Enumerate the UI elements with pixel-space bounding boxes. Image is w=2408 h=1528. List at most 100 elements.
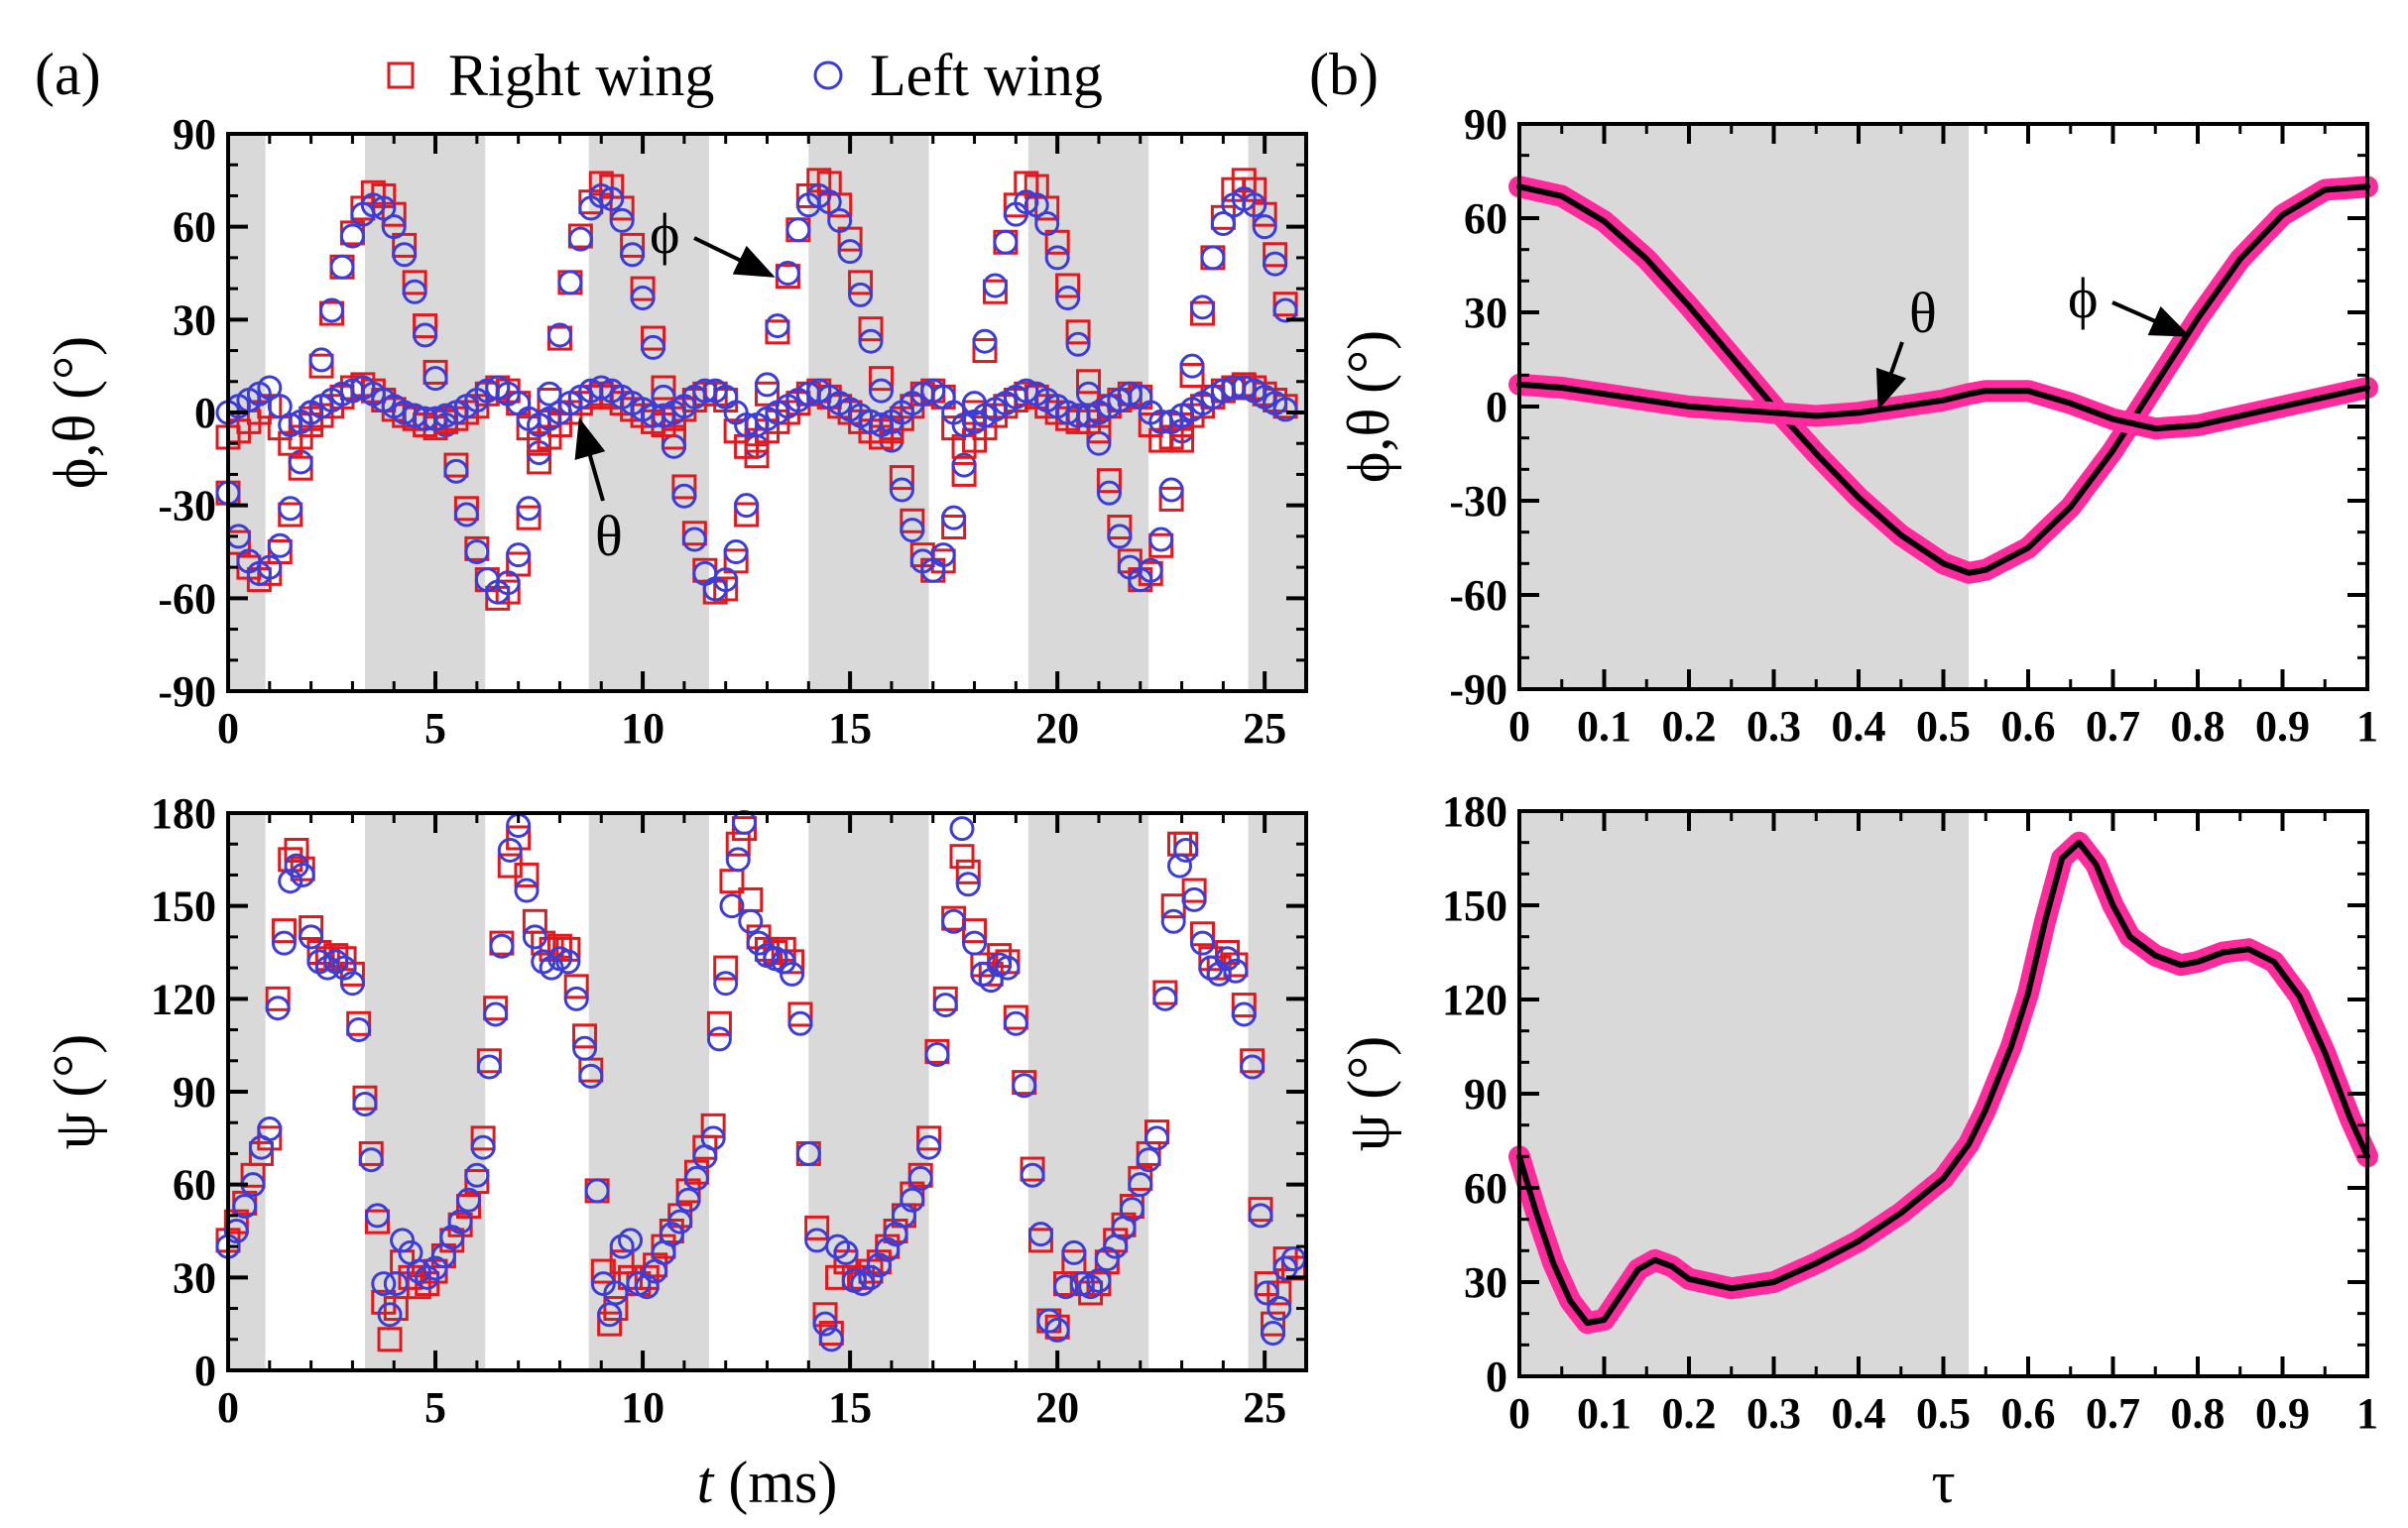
data-point-left-wing — [734, 493, 760, 519]
data-point-left-wing — [641, 334, 666, 360]
data-point-left-wing — [443, 458, 469, 484]
data-point-right-wing — [358, 1140, 384, 1166]
x-axis-label: τ — [1931, 1450, 1955, 1515]
y-tick-label: -60 — [158, 574, 216, 623]
data-point-left-wing — [567, 226, 593, 252]
legend-right-wing-label: Right wing — [448, 43, 714, 108]
data-point-left-wing — [785, 217, 811, 243]
data-point-right-wing — [643, 1252, 668, 1278]
data-point-right-wing — [278, 502, 303, 528]
x-tick-label: 5 — [424, 1383, 446, 1432]
data-point-left-wing — [868, 378, 894, 404]
data-point-left-wing — [267, 394, 293, 419]
y-tick-label: 90 — [173, 110, 216, 159]
y-tick-label: 180 — [1442, 787, 1507, 836]
data-point-left-wing — [381, 214, 407, 240]
data-point-right-wing — [392, 232, 418, 258]
data-point-left-wing — [1086, 1267, 1112, 1293]
data-point-right-wing — [713, 955, 739, 981]
data-point-right-wing — [1254, 1271, 1279, 1297]
data-point-right-wing — [837, 226, 863, 252]
data-point-left-wing — [257, 375, 283, 401]
data-point-left-wing — [371, 195, 397, 221]
annotation-phi-a: ϕ — [650, 201, 680, 266]
y-tick-label: 60 — [1464, 1164, 1507, 1213]
data-point-left-wing — [257, 1116, 283, 1141]
data-point-left-wing — [453, 502, 479, 528]
data-point-right-wing — [453, 496, 479, 522]
data-point-left-wing — [630, 285, 656, 310]
data-point-left-wing — [618, 1228, 644, 1253]
data-point-left-wing — [609, 207, 635, 233]
data-point-left-wing — [358, 1147, 384, 1173]
data-point-left-wing — [816, 189, 842, 215]
x-tick-label: 20 — [1035, 704, 1079, 753]
x-axis-label: t (ms) — [697, 1450, 838, 1515]
data-point-left-wing — [1003, 1010, 1028, 1036]
y-tick-label: -60 — [1449, 571, 1507, 620]
panel-b-top-chart: -90 -60 -30 0 30 60 90 0 0.1 0.2 0.3 0.4 0.5 0.6 0.7 0.… — [1336, 100, 2378, 751]
data-point-right-wing — [1173, 831, 1199, 857]
data-point-right-wing — [713, 576, 739, 602]
data-point-left-wing — [299, 924, 324, 950]
data-point-left-wing — [827, 207, 853, 233]
data-point-left-wing — [267, 532, 293, 558]
data-point-right-wing — [949, 844, 975, 870]
data-point-right-wing — [723, 548, 749, 574]
data-point-left-wing — [464, 539, 490, 564]
data-point-left-wing — [930, 542, 956, 568]
y-tick-label: 0 — [1486, 383, 1507, 431]
data-point-left-wing — [833, 1239, 859, 1265]
data-point-left-wing — [1223, 958, 1249, 984]
x-tick-label: 0.3 — [1746, 1389, 1801, 1438]
data-point-left-wing — [755, 372, 780, 398]
data-point-right-wing — [941, 515, 967, 540]
y-axis-label: ψ (°) — [42, 1034, 107, 1150]
data-point-right-wing — [1027, 1228, 1053, 1253]
y-tick-label: 180 — [151, 789, 216, 838]
data-point-right-wing — [825, 1264, 851, 1290]
data-point-right-wing — [1263, 242, 1288, 268]
data-point-right-wing — [248, 1140, 274, 1166]
data-point-right-wing — [377, 1327, 403, 1352]
data-point-left-wing — [597, 1302, 623, 1328]
data-point-left-wing — [1231, 375, 1257, 401]
x-tick-label: 20 — [1035, 1383, 1079, 1432]
data-point-left-wing — [555, 949, 581, 975]
data-point-right-wing — [422, 359, 448, 385]
data-point-right-wing — [497, 853, 523, 879]
data-point-right-wing — [1266, 1280, 1292, 1306]
data-point-left-wing — [681, 527, 707, 552]
data-point-left-wing — [537, 381, 562, 407]
data-point-left-wing — [455, 1187, 481, 1213]
data-point-left-wing — [265, 996, 291, 1021]
data-point-left-wing — [738, 908, 764, 934]
data-point-left-wing — [771, 949, 796, 975]
x-tick-label: 10 — [621, 1383, 664, 1432]
data-point-right-wing — [932, 986, 958, 1011]
x-tick-label: 0.6 — [2001, 1389, 2056, 1438]
data-point-left-wing — [1061, 1239, 1087, 1265]
series-line-ψ — [1516, 839, 2370, 1327]
x-tick-label: 0.5 — [1916, 1389, 1971, 1438]
x-tick-label: 0.6 — [2001, 702, 2056, 751]
data-point-left-wing — [432, 403, 458, 428]
data-point-left-wing — [392, 242, 418, 268]
data-point-left-wing — [1065, 331, 1091, 357]
data-point-right-wing — [787, 1001, 813, 1027]
data-point-left-wing — [1272, 297, 1298, 323]
data-point-right-wing — [352, 1085, 378, 1111]
series-line-θ — [1516, 381, 2370, 432]
data-point-right-wing — [827, 192, 853, 218]
x-tick-label: 5 — [424, 704, 446, 753]
series-line-ϕ — [1516, 183, 2370, 576]
data-point-left-wing — [982, 273, 1008, 298]
data-point-right-wing — [609, 1249, 635, 1275]
data-point-right-wing — [597, 1311, 623, 1337]
data-point-right-wing — [365, 1209, 391, 1234]
x-tick-label: 0.5 — [1916, 702, 1971, 751]
x-tick-label: 0 — [1508, 702, 1530, 751]
data-point-right-wing — [725, 831, 751, 857]
data-point-left-wing — [795, 1140, 821, 1166]
